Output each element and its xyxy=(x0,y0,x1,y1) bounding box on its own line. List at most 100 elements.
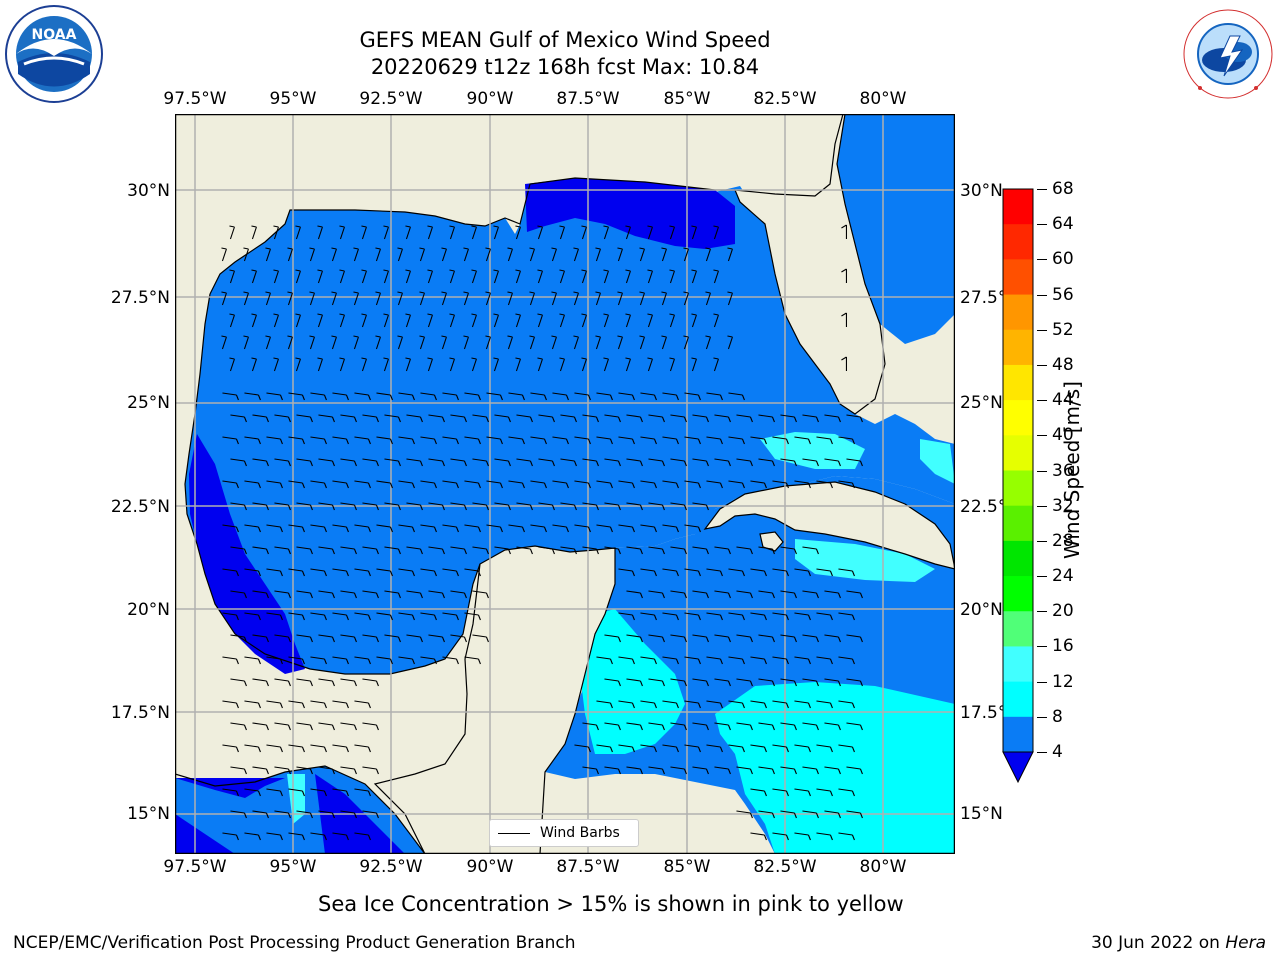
wind-barb xyxy=(397,291,403,306)
wind-barb xyxy=(515,313,521,328)
wind-barb xyxy=(846,722,863,731)
wind-barb xyxy=(713,225,719,240)
wind-barb xyxy=(406,458,423,467)
wind-barb xyxy=(486,480,503,489)
wind-barb xyxy=(662,392,679,401)
wind-barb xyxy=(841,268,848,283)
wind-barb xyxy=(318,766,335,775)
wind-barb xyxy=(331,247,337,262)
wind-barb xyxy=(750,436,767,445)
colorbar-segment xyxy=(1003,224,1033,260)
wind-barb xyxy=(486,436,503,445)
wind-barb xyxy=(626,634,643,643)
wind-barb xyxy=(596,436,613,445)
colorbar-tick-label: 20 xyxy=(1052,601,1074,622)
wind-barb xyxy=(706,480,723,489)
colorbar-segment xyxy=(1003,294,1033,331)
wind-barb xyxy=(816,612,833,621)
wind-barb xyxy=(296,414,313,423)
wind-barb xyxy=(295,313,301,328)
wind-barb xyxy=(274,590,291,599)
wind-barb xyxy=(296,722,313,731)
wind-barb xyxy=(354,436,371,445)
wind-barb-legend-line xyxy=(498,832,530,834)
wind-barb xyxy=(728,744,745,753)
wind-barb xyxy=(816,436,833,445)
wind-barb xyxy=(625,225,631,240)
wind-barb xyxy=(515,357,521,372)
wind-barb xyxy=(706,392,723,401)
lat-label-right: 27.5° xyxy=(960,288,1007,308)
wind-barb xyxy=(838,436,855,445)
wind-barb xyxy=(464,392,481,401)
wind-barb xyxy=(494,414,511,423)
wind-barb xyxy=(838,788,855,797)
wind-barb xyxy=(295,225,301,240)
colorbar-segment xyxy=(1003,505,1033,542)
wind-barb xyxy=(625,269,631,284)
wind-barb xyxy=(692,678,709,687)
wind-barb xyxy=(362,458,379,467)
wind-barb xyxy=(508,392,525,401)
wind-barb xyxy=(661,247,667,262)
wind-barb xyxy=(318,634,335,643)
wind-barb xyxy=(244,788,261,797)
wind-barb xyxy=(230,766,247,775)
wind-barb xyxy=(669,313,675,328)
wind-barb xyxy=(560,502,577,511)
wind-barb xyxy=(244,436,261,445)
wind-barb xyxy=(626,678,643,687)
wind-barb xyxy=(573,335,579,350)
wind-barb xyxy=(288,788,305,797)
wind-barb xyxy=(802,546,819,555)
wind-barb xyxy=(493,225,499,240)
wind-barb xyxy=(648,590,665,599)
wind-barb xyxy=(442,436,459,445)
wind-barb xyxy=(376,524,393,533)
wind-barb xyxy=(838,700,855,709)
wind-barb xyxy=(816,744,833,753)
wind-barb xyxy=(442,568,459,577)
colorbar-segment xyxy=(1003,470,1033,507)
wind-barb xyxy=(471,357,477,372)
wind-barb xyxy=(419,247,425,262)
wind-barb xyxy=(486,524,503,533)
wind-barb xyxy=(471,269,477,284)
wind-barb xyxy=(252,502,269,511)
wind-barb xyxy=(288,480,305,489)
wind-barb xyxy=(596,656,613,665)
wind-barb xyxy=(824,678,841,687)
wind-barb xyxy=(310,788,327,797)
wind-barb xyxy=(573,247,579,262)
wind-barb xyxy=(683,291,689,306)
wind-barb xyxy=(332,612,349,621)
wind-barb xyxy=(684,436,701,445)
lon-label-top: 90°W xyxy=(466,89,514,109)
wind-barb xyxy=(684,744,701,753)
wind-barb xyxy=(750,700,767,709)
wind-barb xyxy=(846,414,863,423)
wind-barb xyxy=(274,458,291,467)
wind-barb xyxy=(317,225,323,240)
wind-barb xyxy=(340,634,357,643)
wind-barb xyxy=(772,656,789,665)
wind-barb xyxy=(449,357,455,372)
wind-barb xyxy=(339,313,345,328)
wind-barb xyxy=(603,357,609,372)
colorbar-tick xyxy=(1037,294,1047,296)
wind-barb xyxy=(405,225,411,240)
wind-barb xyxy=(252,458,269,467)
wind-barb xyxy=(626,546,643,555)
wind-barb xyxy=(244,612,261,621)
wind-barb xyxy=(427,357,433,372)
wind-barb xyxy=(442,612,459,621)
wind-barb xyxy=(516,458,533,467)
wind-barb xyxy=(758,458,775,467)
wind-barb xyxy=(846,590,863,599)
wind-barb xyxy=(758,546,775,555)
wind-barb xyxy=(296,590,313,599)
wind-barb xyxy=(713,357,719,372)
wind-barb xyxy=(494,458,511,467)
wind-barb xyxy=(252,590,269,599)
wind-barb xyxy=(471,313,477,328)
